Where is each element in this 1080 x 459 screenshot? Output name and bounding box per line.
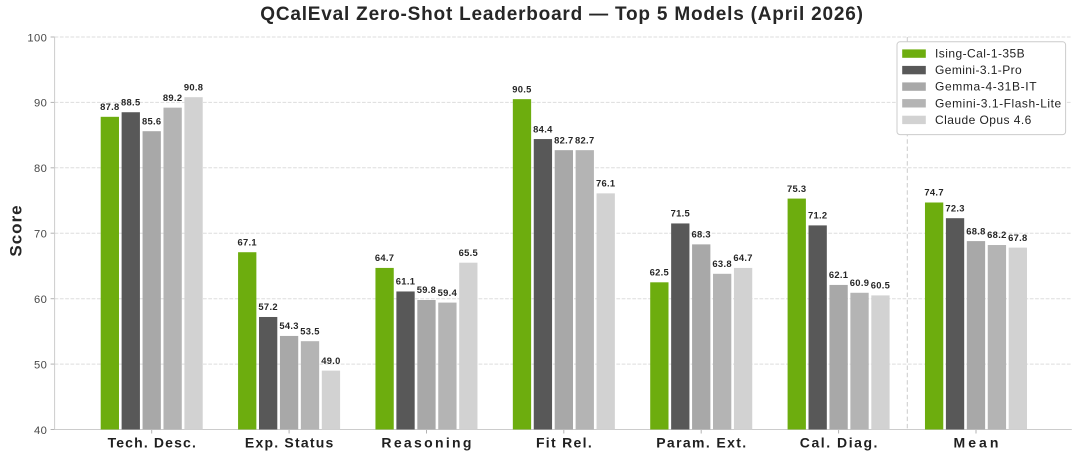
svg-text:Score: Score xyxy=(6,204,25,256)
svg-text:Fit Rel.: Fit Rel. xyxy=(536,434,593,450)
svg-text:Param. Ext.: Param. Ext. xyxy=(656,434,747,450)
svg-text:63.8: 63.8 xyxy=(712,258,731,269)
svg-text:85.6: 85.6 xyxy=(142,115,161,126)
svg-text:90.8: 90.8 xyxy=(184,81,203,92)
svg-text:89.2: 89.2 xyxy=(163,92,182,103)
svg-text:67.1: 67.1 xyxy=(237,236,256,247)
svg-text:57.2: 57.2 xyxy=(258,301,277,312)
svg-text:50: 50 xyxy=(34,359,47,371)
svg-text:90.5: 90.5 xyxy=(512,83,531,94)
svg-text:90: 90 xyxy=(34,98,47,110)
svg-text:87.8: 87.8 xyxy=(100,101,119,112)
svg-text:75.3: 75.3 xyxy=(787,183,806,194)
svg-text:59.8: 59.8 xyxy=(417,284,436,295)
svg-text:74.7: 74.7 xyxy=(924,187,943,198)
svg-text:Tech. Desc.: Tech. Desc. xyxy=(108,434,197,450)
svg-text:71.2: 71.2 xyxy=(808,210,827,221)
svg-text:71.5: 71.5 xyxy=(671,208,690,219)
svg-text:QCalEval Zero-Shot Leaderboard: QCalEval Zero-Shot Leaderboard — Top 5 M… xyxy=(260,4,864,25)
svg-text:Exp. Status: Exp. Status xyxy=(245,434,335,450)
svg-text:60.9: 60.9 xyxy=(850,277,869,288)
svg-text:49.0: 49.0 xyxy=(321,355,340,366)
svg-text:76.1: 76.1 xyxy=(596,178,615,189)
svg-text:54.3: 54.3 xyxy=(279,320,298,331)
svg-text:64.7: 64.7 xyxy=(375,252,394,263)
svg-text:Ising-Cal-1-35B: Ising-Cal-1-35B xyxy=(935,47,1025,61)
svg-text:62.1: 62.1 xyxy=(829,269,848,280)
svg-text:40: 40 xyxy=(34,425,47,437)
svg-text:65.5: 65.5 xyxy=(459,247,478,258)
svg-text:82.7: 82.7 xyxy=(554,134,573,145)
svg-text:68.8: 68.8 xyxy=(966,225,985,236)
svg-text:80: 80 xyxy=(34,163,47,175)
svg-text:72.3: 72.3 xyxy=(945,202,964,213)
svg-text:67.8: 67.8 xyxy=(1008,232,1027,243)
svg-text:100: 100 xyxy=(27,32,47,44)
svg-text:Gemini-3.1-Flash-Lite: Gemini-3.1-Flash-Lite xyxy=(935,96,1062,110)
svg-text:68.2: 68.2 xyxy=(987,229,1006,240)
svg-text:Gemma-4-31B-IT: Gemma-4-31B-IT xyxy=(935,80,1037,94)
svg-text:60.5: 60.5 xyxy=(871,280,890,291)
svg-text:88.5: 88.5 xyxy=(121,96,140,107)
svg-text:60: 60 xyxy=(34,294,47,306)
svg-text:Cal. Diag.: Cal. Diag. xyxy=(800,434,879,450)
svg-text:Reasoning: Reasoning xyxy=(381,434,473,450)
svg-text:53.5: 53.5 xyxy=(300,325,319,336)
svg-text:70: 70 xyxy=(34,229,47,241)
svg-text:Claude Opus 4.6: Claude Opus 4.6 xyxy=(935,113,1032,127)
svg-text:64.7: 64.7 xyxy=(733,252,752,263)
svg-text:Gemini-3.1-Pro: Gemini-3.1-Pro xyxy=(935,63,1022,77)
svg-text:Mean: Mean xyxy=(954,434,1002,450)
svg-text:61.1: 61.1 xyxy=(396,276,415,287)
svg-text:84.4: 84.4 xyxy=(533,123,553,134)
svg-text:82.7: 82.7 xyxy=(575,134,594,145)
svg-text:62.5: 62.5 xyxy=(650,267,669,278)
svg-text:59.4: 59.4 xyxy=(438,287,458,298)
svg-text:68.3: 68.3 xyxy=(691,229,710,240)
